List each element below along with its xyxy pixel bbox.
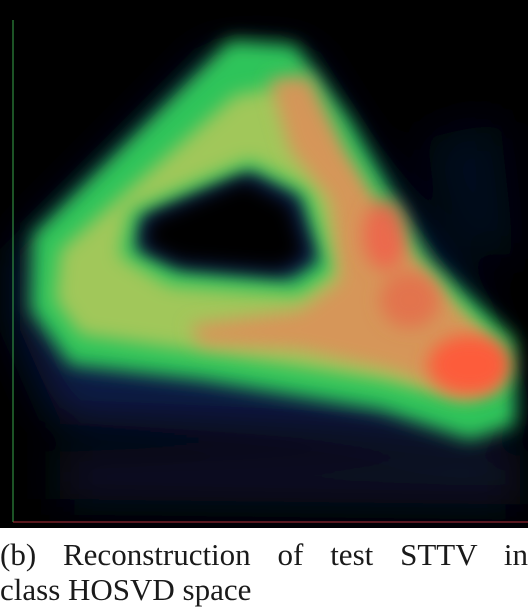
- caption-line-2: class HOSVD space: [0, 572, 528, 607]
- figure-caption: (b) Reconstruction of test STTV in class…: [0, 537, 528, 607]
- caption-line-1: (b) Reconstruction of test STTV in: [0, 537, 528, 572]
- reconstruction-heatmap: [0, 0, 528, 528]
- heatmap-canvas: [0, 0, 528, 528]
